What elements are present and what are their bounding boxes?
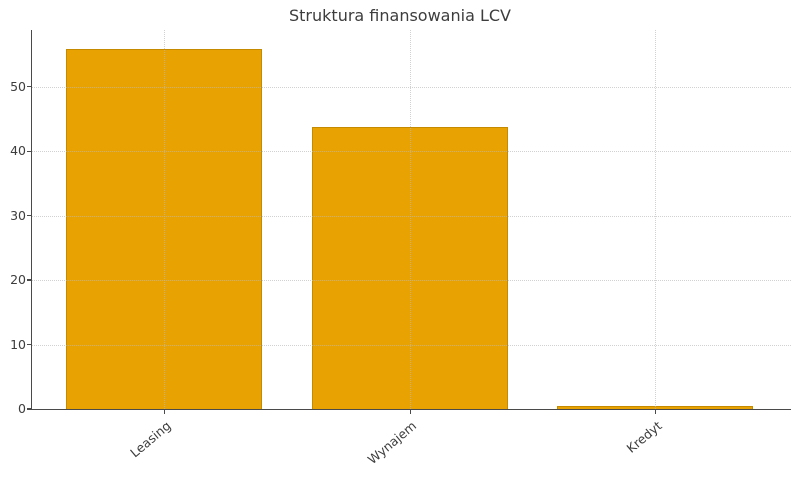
y-tick-label: 50	[10, 78, 26, 94]
x-tick-label: Kredyt	[623, 418, 665, 456]
y-tick-mark	[27, 408, 32, 410]
y-gridline	[32, 215, 791, 217]
y-gridline	[32, 280, 791, 282]
y-tick-label: 40	[10, 143, 26, 159]
y-gridline	[32, 86, 791, 88]
x-tick-label: Wynajem	[364, 418, 420, 468]
x-tick-label: Leasing	[127, 418, 174, 461]
x-tick-mark	[409, 409, 411, 414]
y-tick-mark	[27, 343, 32, 346]
y-tick-label: 20	[10, 272, 26, 288]
x-gridline	[164, 30, 166, 409]
y-gridline	[32, 344, 791, 346]
x-tick-mark	[654, 409, 657, 414]
y-tick-label: 30	[10, 207, 26, 223]
y-tick-mark	[27, 279, 32, 281]
y-gridline	[32, 151, 791, 153]
x-axis-spine	[31, 408, 791, 410]
x-tick-mark	[164, 409, 166, 414]
x-gridline	[654, 30, 656, 409]
y-tick-mark	[27, 215, 32, 217]
y-axis-spine	[31, 30, 33, 409]
y-tick-mark	[27, 86, 32, 88]
y-tick-label: 0	[18, 401, 26, 416]
chart-title: Struktura finansowania LCV	[289, 6, 511, 25]
x-gridline	[409, 30, 411, 409]
y-tick-mark	[27, 150, 32, 152]
y-tick-label: 10	[10, 336, 26, 352]
